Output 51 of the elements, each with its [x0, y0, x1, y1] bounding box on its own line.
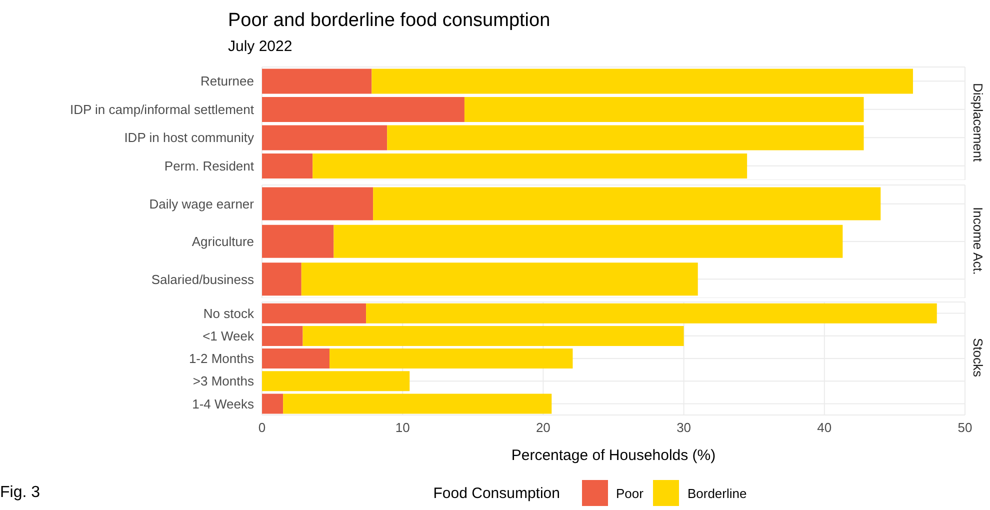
y-tick-label: <1 Week [202, 328, 254, 344]
y-tick-label: 1-2 Months [188, 351, 254, 366]
bar [302, 326, 684, 346]
x-tick-label: 50 [958, 420, 972, 436]
bar [366, 303, 937, 324]
bar [262, 303, 366, 324]
bar [262, 153, 313, 178]
bar [262, 348, 330, 369]
bar [372, 68, 913, 94]
legend-label: Borderline [687, 486, 747, 500]
y2-axis-title: Displacement [970, 83, 986, 162]
bar [312, 153, 748, 178]
y-tick-label: Salaried/business [151, 272, 254, 287]
bar [262, 187, 374, 220]
legend-title: Food Consumption [433, 484, 560, 502]
bar [387, 125, 864, 150]
y-tick-label: 1-4 Weeks [192, 396, 254, 412]
bar [262, 394, 284, 414]
y2-axis-title: Stocks [970, 338, 986, 377]
y-tick-label: IDP in camp/informal settlement [70, 102, 254, 117]
bar [262, 68, 372, 94]
y2-axis-title: Income Act. [970, 206, 986, 274]
y-tick-label: No stock [203, 306, 254, 321]
y-tick-label: Daily wage earner [149, 196, 255, 212]
bar [262, 224, 334, 258]
caption: Fig. 3 [0, 484, 40, 501]
y-tick-label: Returnee [200, 74, 254, 89]
x-tick-label: 30 [676, 420, 692, 436]
bar [329, 348, 573, 369]
x-tick-label: 40 [817, 420, 832, 436]
bar [283, 394, 552, 414]
x-tick-label: 10 [395, 420, 410, 436]
chart-title: Poor and borderline food consumption [228, 10, 550, 31]
x-axis-title: Percentage of Households (%) [511, 447, 716, 464]
y-tick-label: Agriculture [192, 234, 254, 250]
bar [334, 224, 843, 258]
legend-label: Poor [616, 486, 644, 500]
bar [262, 96, 464, 122]
bar [262, 326, 303, 346]
bar [464, 96, 864, 122]
y-tick-label: Perm. Resident [164, 158, 254, 174]
x-tick-label: 0 [258, 420, 266, 436]
y-tick-label: IDP in host community [124, 130, 254, 146]
bar [262, 262, 302, 296]
bar [301, 262, 698, 296]
chart-subtitle: July 2022 [228, 38, 292, 55]
bar [262, 371, 410, 392]
bar [373, 187, 881, 220]
bar [262, 125, 388, 150]
y-tick-label: >3 Months [192, 374, 254, 389]
x-tick-label: 20 [536, 420, 550, 436]
